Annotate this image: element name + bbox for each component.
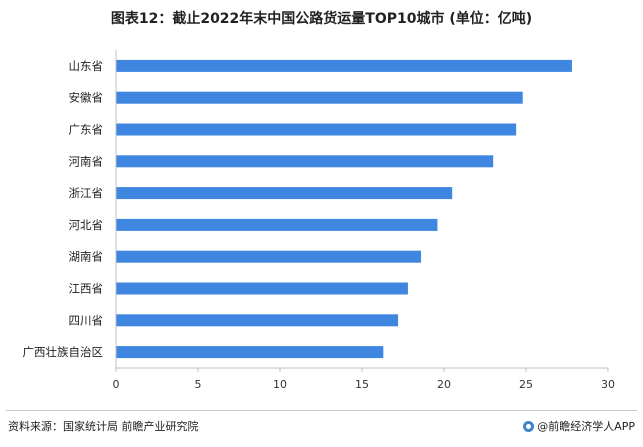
x-tick-label-3: 15 <box>355 378 369 391</box>
bar-3 <box>116 155 494 168</box>
category-label-8: 四川省 <box>69 313 104 327</box>
x-tick-label-2: 10 <box>273 378 287 391</box>
category-label-7: 江西省 <box>69 282 104 296</box>
category-label-2: 广东省 <box>69 123 104 137</box>
x-tick-label-6: 30 <box>601 378 615 391</box>
bar-6 <box>116 250 422 263</box>
x-axis: 0 5 10 15 20 25 30 <box>113 50 615 391</box>
x-tick-label-0: 0 <box>113 378 120 391</box>
category-label-3: 河南省 <box>69 154 104 168</box>
category-label-6: 湖南省 <box>69 250 104 264</box>
source-note: 资料来源：国家统计局 前瞻产业研究院 <box>8 420 199 433</box>
brand-mark: @前瞻经济学人APP <box>523 418 635 434</box>
category-label-9: 广西壮族自治区 <box>23 345 104 359</box>
category-label-4: 浙江省 <box>69 186 104 200</box>
bars-layer <box>116 59 572 359</box>
bar-0 <box>116 59 572 72</box>
footer-divider <box>6 410 637 411</box>
bar-5 <box>116 218 438 231</box>
chart-title: 图表12：截止2022年末中国公路货运量TOP10城市 (单位：亿吨) <box>110 11 533 27</box>
bar-1 <box>116 91 523 104</box>
category-label-5: 河北省 <box>69 218 104 232</box>
bar-2 <box>116 123 517 136</box>
category-label-1: 安徽省 <box>69 91 104 105</box>
bar-8 <box>116 314 399 327</box>
category-label-0: 山东省 <box>69 59 104 73</box>
bar-4 <box>116 187 453 200</box>
x-tick-label-4: 20 <box>437 378 451 391</box>
x-tick-label-5: 25 <box>519 378 533 391</box>
x-tick-label-1: 5 <box>195 378 202 391</box>
bar-7 <box>116 282 408 295</box>
brand-logo-icon <box>523 420 535 432</box>
bar-9 <box>116 346 384 359</box>
brand-text: @前瞻经济学人APP <box>537 420 635 433</box>
